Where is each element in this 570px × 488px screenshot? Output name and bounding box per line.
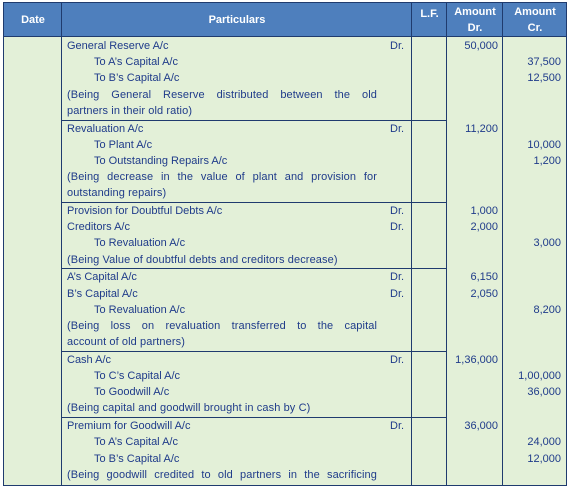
debit-amount: 1,000 [470, 205, 498, 217]
entry-divider [62, 202, 446, 203]
dr-marker: Dr. [390, 221, 405, 234]
entry-account: Cash A/c [67, 353, 112, 366]
header-amount-dr: Amount Dr. [447, 3, 503, 36]
column-divider-amount-dr [502, 3, 503, 485]
entry-narration: (Being decrease in the value of plant an… [67, 171, 377, 184]
credit-amount: 8,200 [533, 303, 561, 316]
column-divider-lf [446, 3, 447, 485]
credit-amount: 1,200 [533, 154, 561, 167]
debit-amount: 2,000 [470, 221, 498, 234]
table-header: Date Particulars L.F. Amount Dr. Amount … [4, 3, 566, 36]
header-divider [4, 36, 566, 37]
debit-amount: 11,200 [465, 122, 498, 135]
column-divider-particulars [411, 3, 412, 485]
entry-account: B’s Capital A/c [67, 287, 138, 300]
entry-divider [62, 119, 446, 121]
header-amount-cr-line2: Cr. [527, 21, 543, 34]
dr-marker: Dr. [390, 287, 405, 300]
header-amount-dr-line1: Amount [454, 5, 496, 18]
credit-amount: 12,000 [527, 452, 561, 465]
dr-marker: Dr. [390, 122, 405, 135]
entry-account: To Outstanding Repairs A/c [94, 154, 228, 167]
header-date: Date [21, 13, 45, 26]
dr-marker: Dr. [390, 205, 405, 217]
entry-account: To C’s Capital A/c [94, 370, 181, 382]
entry-narration: (Being goodwill credited to old partners… [67, 468, 377, 481]
entry-narration: outstanding repairs) [67, 187, 167, 200]
entry-account: To Plant A/c [94, 138, 153, 151]
column-divider-date [61, 3, 62, 485]
dr-marker: Dr. [390, 271, 405, 284]
entry-account: To Goodwill A/c [94, 386, 170, 399]
entry-account: To Revaluation A/c [94, 303, 186, 316]
entry-divider [62, 268, 446, 270]
entry-account: To A’s Capital A/c [94, 56, 178, 69]
credit-amount: 10,000 [527, 138, 561, 151]
entry-account: Provision for Doubtful Debts A/c [67, 205, 223, 217]
credit-amount: 37,500 [527, 56, 561, 69]
credit-amount: 12,500 [527, 72, 561, 85]
entry-account: To B’s Capital A/c [94, 72, 180, 85]
header-amount-dr-line2: Dr. [467, 21, 483, 34]
journal-table: Date Particulars L.F. Amount Dr. Amount … [3, 2, 567, 486]
entry-narration: ratio) [67, 483, 93, 486]
entry-account: To A’s Capital A/c [94, 436, 178, 449]
header-particulars: Particulars [208, 13, 266, 26]
credit-amount: 36,000 [527, 386, 561, 399]
entry-account: Premium for Goodwill A/c [67, 420, 191, 433]
entry-account: To B’s Capital A/c [94, 452, 180, 465]
header-lf: L.F. [420, 8, 439, 20]
debit-amount: 50,000 [464, 40, 498, 52]
entry-narration: (Being Value of doubtful debts and credi… [67, 253, 338, 266]
dr-marker: Dr. [390, 420, 405, 433]
dr-marker: Dr. [390, 40, 405, 52]
debit-amount: 2,050 [470, 287, 498, 300]
debit-amount: 1,36,000 [455, 353, 498, 366]
dr-marker: Dr. [390, 353, 405, 366]
entry-divider [62, 350, 446, 352]
debit-amount: 36,000 [464, 420, 498, 433]
entry-narration: (Being General Reserve distributed betwe… [67, 88, 377, 101]
credit-amount: 3,000 [533, 237, 561, 250]
entry-narration: (Being loss on revaluation transferred t… [67, 319, 377, 332]
entry-divider [62, 417, 446, 419]
header-amount-cr: Amount Cr. [503, 3, 566, 36]
entry-account: A’s Capital A/c [67, 271, 137, 284]
entry-narration: (Being capital and goodwill brought in c… [67, 402, 311, 415]
credit-amount: 1,00,000 [518, 370, 561, 382]
entry-account: General Reserve A/c [67, 40, 169, 52]
entry-account: To Revaluation A/c [94, 237, 186, 250]
header-amount-cr-line1: Amount [514, 5, 556, 18]
credit-amount: 24,000 [527, 436, 561, 449]
debit-amount: 6,150 [470, 271, 498, 284]
entry-narration: account of old partners) [67, 336, 185, 349]
entry-account: Revaluation A/c [67, 122, 144, 135]
entry-narration: partners in their old ratio) [67, 104, 193, 117]
entry-account: Creditors A/c [67, 221, 130, 234]
